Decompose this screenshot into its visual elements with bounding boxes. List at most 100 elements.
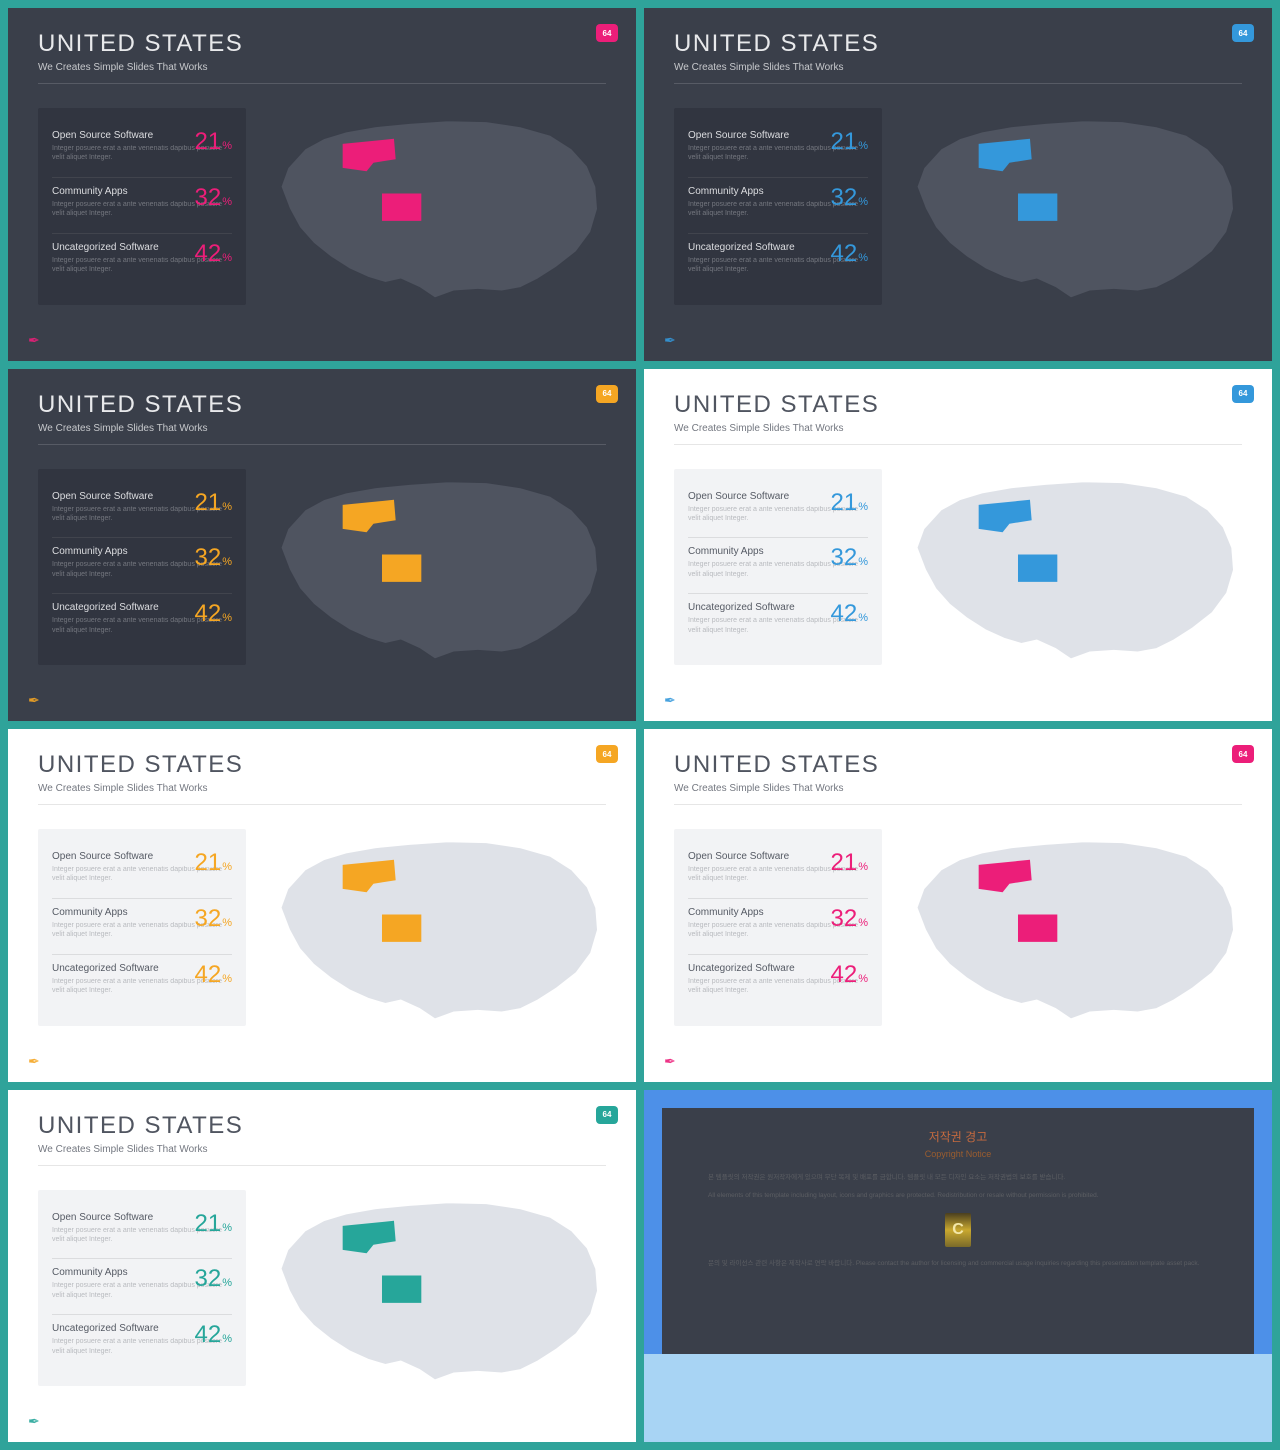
slide: 64 UNITED STATES We Creates Simple Slide… xyxy=(644,729,1272,1082)
us-map: C xyxy=(264,108,606,305)
stat-value: 42% xyxy=(831,961,868,989)
slide-number-badge: 64 xyxy=(1232,385,1254,403)
divider xyxy=(38,804,606,805)
slide: 64 UNITED STATES We Creates Simple Slide… xyxy=(644,369,1272,722)
stat-row: Community Apps Integer posuere erat a an… xyxy=(52,177,232,229)
watermark-badge: C xyxy=(269,146,286,170)
stat-row: Open Source Software Integer posuere era… xyxy=(688,843,868,894)
watermark-badge: C xyxy=(269,1227,286,1251)
stat-value: 42% xyxy=(195,961,232,989)
slide-subtitle: We Creates Simple Slides That Works xyxy=(674,423,1242,434)
divider xyxy=(674,83,1242,84)
stat-row: Uncategorized Software Integer posuere e… xyxy=(688,233,868,285)
slide-number-badge: 64 xyxy=(1232,24,1254,42)
slide-content: Open Source Software Integer posuere era… xyxy=(674,108,1242,305)
footer-pen-icon: ✒ xyxy=(664,692,676,709)
stat-row: Community Apps Integer posuere erat a an… xyxy=(52,537,232,589)
stat-value: 32% xyxy=(195,544,232,572)
slide-title: UNITED STATES xyxy=(38,391,606,419)
stat-row: Open Source Software Integer posuere era… xyxy=(688,122,868,173)
stat-value: 21% xyxy=(195,849,232,877)
us-map: C xyxy=(900,829,1242,1026)
copyright-logo: C xyxy=(945,1213,971,1247)
stat-value: 42% xyxy=(831,600,868,628)
stats-panel: Open Source Software Integer posuere era… xyxy=(674,829,882,1026)
stat-value: 32% xyxy=(195,905,232,933)
state-colorado xyxy=(1018,193,1057,220)
watermark-badge: C xyxy=(905,506,922,530)
divider xyxy=(38,444,606,445)
slide-grid: 64 UNITED STATES We Creates Simple Slide… xyxy=(8,8,1272,1442)
divider xyxy=(674,444,1242,445)
copyright-title: 저작권 경고 xyxy=(708,1128,1208,1145)
watermark-badge: C xyxy=(905,146,922,170)
slide: 64 UNITED STATES We Creates Simple Slide… xyxy=(8,729,636,1082)
stat-value: 32% xyxy=(195,1265,232,1293)
us-map: C xyxy=(900,108,1242,305)
slide-title: UNITED STATES xyxy=(674,751,1242,779)
stat-value: 21% xyxy=(195,128,232,156)
stats-panel: Open Source Software Integer posuere era… xyxy=(674,469,882,666)
state-colorado xyxy=(1018,554,1057,581)
divider xyxy=(38,83,606,84)
slide: 64 UNITED STATES We Creates Simple Slide… xyxy=(8,1090,636,1443)
slide-subtitle: We Creates Simple Slides That Works xyxy=(38,783,606,794)
footer-pen-icon: ✒ xyxy=(28,692,40,709)
stat-row: Open Source Software Integer posuere era… xyxy=(52,483,232,534)
slide-number-badge: 64 xyxy=(596,745,618,763)
stat-value: 32% xyxy=(195,184,232,212)
state-colorado xyxy=(382,1275,421,1302)
footer-pen-icon: ✒ xyxy=(28,332,40,349)
footer-pen-icon: ✒ xyxy=(28,1413,40,1430)
stat-value: 42% xyxy=(831,240,868,268)
stat-row: Uncategorized Software Integer posuere e… xyxy=(688,954,868,1006)
stat-row: Community Apps Integer posuere erat a an… xyxy=(688,537,868,589)
stat-row: Uncategorized Software Integer posuere e… xyxy=(52,593,232,645)
slide: 64 UNITED STATES We Creates Simple Slide… xyxy=(644,8,1272,361)
divider xyxy=(38,1165,606,1166)
map-container: C xyxy=(264,1190,606,1387)
map-container: C xyxy=(264,108,606,305)
slide-subtitle: We Creates Simple Slides That Works xyxy=(38,62,606,73)
slide-content: Open Source Software Integer posuere era… xyxy=(38,1190,606,1387)
stat-row: Community Apps Integer posuere erat a an… xyxy=(688,177,868,229)
slide-subtitle: We Creates Simple Slides That Works xyxy=(674,783,1242,794)
state-colorado xyxy=(382,193,421,220)
copyright-subtitle: Copyright Notice xyxy=(708,1149,1208,1159)
slide-title: UNITED STATES xyxy=(674,391,1242,419)
copyright-text: 문의 및 라이선스 관련 사항은 제작사로 연락 바랍니다. Please co… xyxy=(708,1259,1208,1269)
map-container: C xyxy=(900,108,1242,305)
stat-row: Open Source Software Integer posuere era… xyxy=(688,483,868,534)
stat-value: 21% xyxy=(195,489,232,517)
slide: 64 UNITED STATES We Creates Simple Slide… xyxy=(8,369,636,722)
slide-title: UNITED STATES xyxy=(38,30,606,58)
stat-row: Open Source Software Integer posuere era… xyxy=(52,843,232,894)
us-map: C xyxy=(900,469,1242,666)
copyright-panel: 저작권 경고 Copyright Notice 본 템플릿의 저작권은 원저작자… xyxy=(662,1108,1254,1355)
map-container: C xyxy=(264,469,606,666)
watermark-badge: C xyxy=(269,506,286,530)
stat-value: 42% xyxy=(195,600,232,628)
stat-value: 42% xyxy=(195,240,232,268)
stat-value: 21% xyxy=(831,489,868,517)
map-container: C xyxy=(264,829,606,1026)
slide-number-badge: 64 xyxy=(596,385,618,403)
slide-title: UNITED STATES xyxy=(38,751,606,779)
stat-row: Community Apps Integer posuere erat a an… xyxy=(688,898,868,950)
stat-value: 21% xyxy=(831,128,868,156)
copyright-text: 본 템플릿의 저작권은 원저작자에게 있으며 무단 복제 및 배포를 금합니다.… xyxy=(708,1173,1208,1183)
stats-panel: Open Source Software Integer posuere era… xyxy=(674,108,882,305)
stats-panel: Open Source Software Integer posuere era… xyxy=(38,108,246,305)
stat-value: 21% xyxy=(831,849,868,877)
stats-panel: Open Source Software Integer posuere era… xyxy=(38,1190,246,1387)
stat-row: Uncategorized Software Integer posuere e… xyxy=(52,233,232,285)
stat-row: Uncategorized Software Integer posuere e… xyxy=(52,954,232,1006)
stat-row: Uncategorized Software Integer posuere e… xyxy=(688,593,868,645)
footer-pen-icon: ✒ xyxy=(28,1053,40,1070)
us-map: C xyxy=(264,469,606,666)
slide-number-badge: 64 xyxy=(596,1106,618,1124)
stat-value: 32% xyxy=(831,544,868,572)
map-container: C xyxy=(900,829,1242,1026)
watermark-badge: C xyxy=(905,867,922,891)
us-map: C xyxy=(264,829,606,1026)
